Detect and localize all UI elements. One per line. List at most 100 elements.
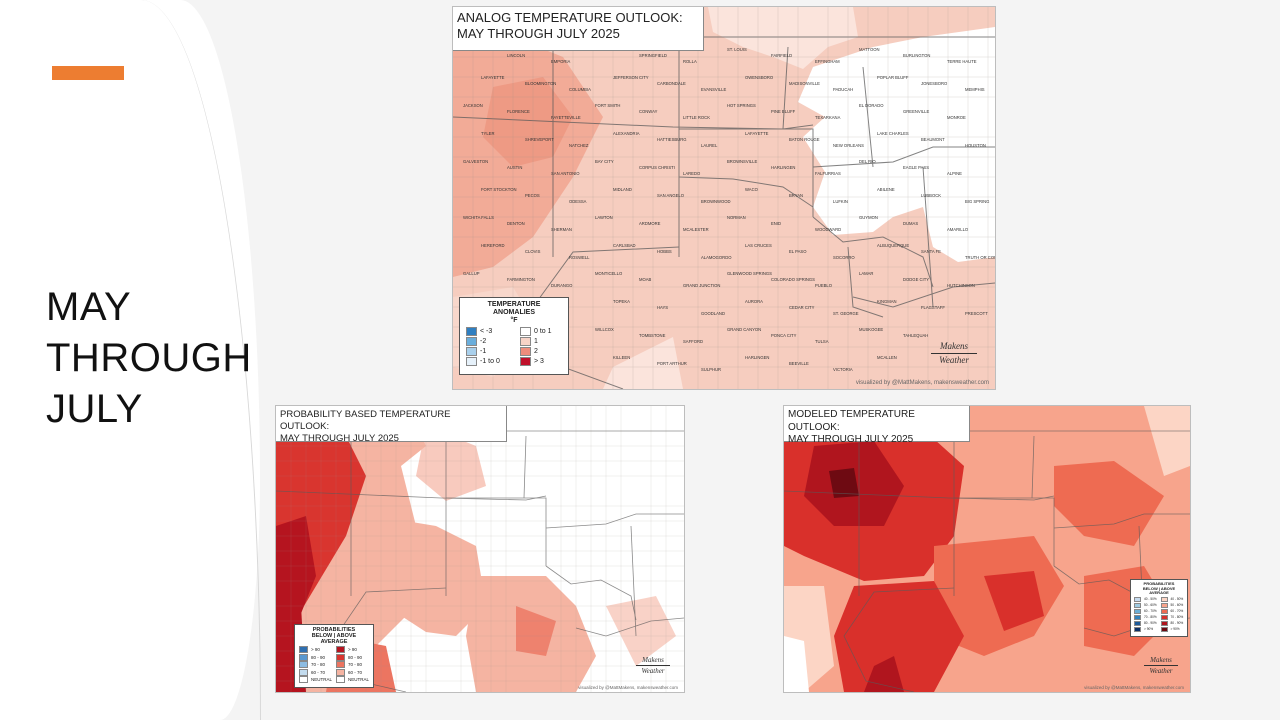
- city-label: FARMINGTON: [507, 277, 535, 282]
- legend-swatch: [1160, 614, 1168, 620]
- city-label: LAS CRUCES: [745, 243, 772, 248]
- probability-map-graphic: [276, 406, 684, 692]
- city-label: BEAUMONT: [921, 137, 945, 142]
- city-label: EAGLE PASS: [903, 165, 929, 170]
- legend-swatch: [1134, 614, 1141, 620]
- legend-entry: > 3: [520, 357, 564, 366]
- legend-label: > 90%: [1170, 627, 1180, 632]
- city-label: CORPUS CHRISTI: [639, 165, 675, 170]
- legend-cool-column: > 90 80 - 90 70 - 80 60 - 70 NEUTRAL: [299, 646, 332, 684]
- legend-label: 70 - 80: [311, 662, 326, 667]
- city-label: LITTLE ROCK: [683, 115, 710, 120]
- city-label: KINGMAN: [877, 299, 897, 304]
- city-label: HOT SPRINGS: [727, 103, 756, 108]
- city-label: SAN ANTONIO: [551, 171, 580, 176]
- city-label: LAUREL: [701, 143, 718, 148]
- legend-entry: > 90: [336, 646, 369, 653]
- city-label: DURANGO: [551, 283, 573, 288]
- city-label: MATTOON: [859, 47, 880, 52]
- legend-entry: 40 - 50%: [1160, 596, 1186, 602]
- city-label: FAYETTEVILLE: [551, 115, 581, 120]
- legend-title-line: BELOW | ABOVE: [311, 633, 357, 639]
- city-label: EFFINGHAM: [815, 59, 840, 64]
- legend-entry: > 90: [299, 646, 332, 653]
- probability-outlook-map: PROBABILITY BASED TEMPERATURE OUTLOOK: M…: [275, 405, 685, 693]
- city-label: MCALESTER: [683, 227, 709, 232]
- city-label: SULPHUR: [701, 367, 721, 372]
- city-label: EL PASO: [789, 249, 807, 254]
- legend-label: > 3: [534, 358, 544, 365]
- title-panel: [0, 0, 260, 720]
- legend-label: 80 - 90: [311, 654, 326, 660]
- city-label: PUEBLO: [815, 283, 833, 288]
- logo-text: Makens: [940, 341, 968, 351]
- city-label: ROSWELL: [569, 255, 590, 260]
- city-label: FALFURRIAS: [815, 171, 841, 176]
- city-label: TERRE HAUTE: [947, 59, 977, 64]
- city-label: CLOVIS: [525, 249, 541, 254]
- logo-text: Weather: [641, 667, 665, 675]
- city-label: HARLINGEN: [771, 165, 795, 170]
- city-label: HARLINGEN: [745, 355, 769, 360]
- city-label: ALBUQUERQUE: [877, 243, 909, 248]
- legend-swatch: [336, 668, 345, 676]
- legend-label: 40 - 50%: [1144, 597, 1157, 602]
- city-label: GUYMON: [859, 215, 878, 220]
- legend-label: 70 - 80%: [1144, 615, 1157, 620]
- city-label: SHERMAN: [551, 227, 572, 232]
- legend-entry: 80 - 90%: [1160, 620, 1186, 626]
- legend-label: 70 - 80%: [1170, 615, 1184, 620]
- city-label: DUMAS: [903, 221, 918, 226]
- city-label: GRAND JUNCTION: [683, 283, 720, 288]
- city-label: TOPEKA: [613, 299, 630, 304]
- slide-title-line: THROUGH: [46, 336, 252, 380]
- city-label: MONTICELLO: [595, 271, 623, 276]
- legend-swatch: [466, 357, 477, 366]
- legend-swatch: [1134, 620, 1141, 626]
- legend-title-line: ANOMALIES: [493, 309, 535, 316]
- city-label: AUSTIN: [507, 165, 522, 170]
- legend-swatch: [1134, 602, 1141, 608]
- city-label: HATTIESBURG: [657, 137, 686, 142]
- legend-entry: 50 - 60%: [1160, 602, 1186, 608]
- legend-label: 80 - 90%: [1144, 621, 1157, 626]
- city-label: WILLCOX: [595, 327, 614, 332]
- city-label: TRUTH OR CONSEQUENCES: [965, 255, 995, 260]
- city-label: OWENSBORO: [745, 75, 774, 80]
- city-label: BLOOMINGTON: [525, 81, 556, 86]
- legend-swatch: [299, 676, 308, 683]
- legend-swatch: [466, 327, 477, 336]
- city-label: EL DORADO: [859, 103, 884, 108]
- legend-cool-column: 40 - 50% 50 - 60% 60 - 70% 70 - 80% 80 - 90%…: [1134, 596, 1159, 633]
- legend-label: -1: [480, 348, 487, 355]
- legend-swatch: [336, 646, 345, 653]
- city-label: HOUSTON: [965, 143, 986, 148]
- city-label: BROWNSVILLE: [727, 159, 757, 164]
- map-title-line: MODELED TEMPERATURE OUTLOOK:: [788, 409, 915, 433]
- legend-swatch: [520, 337, 531, 346]
- legend-title: PROBABILITIES BELOW | ABOVE AVERAGE: [295, 627, 373, 645]
- legend-label: 80 - 90%: [1170, 621, 1184, 626]
- city-label: SAFFORD: [683, 339, 703, 344]
- city-label: LAFAYETTE: [745, 131, 769, 136]
- city-label: MADISONVILLE: [789, 81, 820, 86]
- legend-warm-column: > 90 80 - 90 70 - 80 60 - 70 NEUTRAL: [336, 646, 369, 684]
- city-label: HEREFORD: [481, 243, 505, 248]
- legend-title: TEMPERATURE ANOMALIES °F: [460, 301, 568, 325]
- legend-swatch: [1160, 620, 1168, 626]
- legend-entry: 70 - 80: [299, 661, 332, 668]
- probability-map-title: PROBABILITY BASED TEMPERATURE OUTLOOK: M…: [276, 406, 507, 444]
- city-label: ALAMOGORDO: [701, 255, 732, 260]
- city-label: GOODLAND: [701, 311, 725, 316]
- legend-label: 0 to 1: [534, 328, 552, 335]
- city-label: MOAB: [639, 277, 652, 282]
- modeled-legend: PROBABILITIES BELOW | ABOVE AVERAGE 40 -…: [1130, 579, 1188, 637]
- city-label: LINCOLN: [507, 53, 525, 58]
- city-label: JACKSON: [463, 103, 483, 108]
- legend-title-line: °F: [510, 317, 518, 324]
- city-label: BIG SPRING: [965, 199, 989, 204]
- city-label: LUBBOCK: [921, 193, 941, 198]
- city-label: SANTA FE: [921, 249, 941, 254]
- city-label: ALPINE: [947, 171, 962, 176]
- legend-entry: 60 - 70: [336, 668, 369, 676]
